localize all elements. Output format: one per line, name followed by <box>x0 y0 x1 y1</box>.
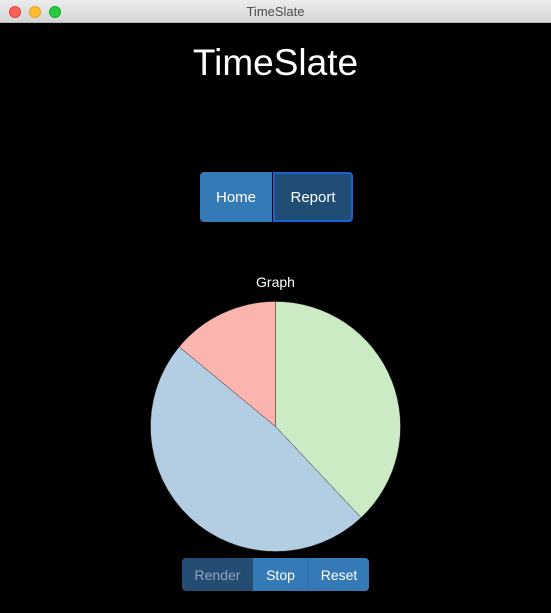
report-button[interactable]: Report <box>273 172 353 222</box>
minimize-window-button[interactable] <box>29 6 41 18</box>
pie-slice-1 <box>275 301 401 518</box>
render-button[interactable]: Render <box>182 558 253 591</box>
reset-button[interactable]: Reset <box>309 558 369 591</box>
close-window-button[interactable] <box>9 6 21 18</box>
window-title: TimeSlate <box>246 4 305 19</box>
zoom-window-button[interactable] <box>49 6 61 18</box>
app-title: TimeSlate <box>192 42 359 83</box>
pie-chart <box>150 301 401 552</box>
pie-slice-2 <box>150 346 362 552</box>
title-bar: TimeSlate <box>0 0 551 23</box>
home-button[interactable]: Home <box>200 172 272 222</box>
pie-slices <box>150 301 401 552</box>
stop-button[interactable]: Stop <box>253 558 309 591</box>
nav-button-group: Home Report <box>200 172 353 222</box>
graph-label: Graph <box>256 274 295 290</box>
pie-slice-3 <box>178 301 276 428</box>
control-button-group: Render Stop Reset <box>182 558 369 591</box>
